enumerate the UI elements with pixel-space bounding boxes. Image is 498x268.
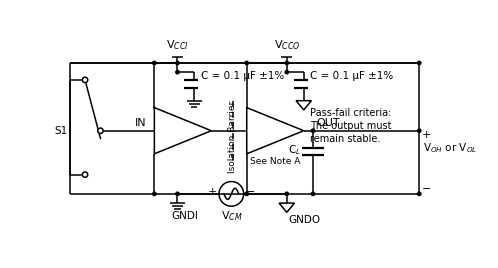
Text: C$_L$: C$_L$: [288, 143, 301, 157]
Text: Isolation Barrier: Isolation Barrier: [229, 101, 238, 173]
Text: OUT: OUT: [317, 118, 341, 128]
Text: V$_{CCI}$: V$_{CCI}$: [166, 38, 189, 52]
Text: Pass-fail criteria:
The output must
remain stable.: Pass-fail criteria: The output must rema…: [310, 108, 391, 144]
Text: V$_{OH}$ or V$_{OL}$: V$_{OH}$ or V$_{OL}$: [423, 141, 478, 155]
Circle shape: [176, 192, 179, 196]
Circle shape: [285, 70, 288, 74]
Text: IN: IN: [135, 118, 146, 128]
Circle shape: [176, 70, 179, 74]
Circle shape: [153, 61, 156, 65]
Text: GNDO: GNDO: [288, 215, 320, 225]
Circle shape: [98, 128, 103, 133]
Circle shape: [82, 77, 88, 83]
Text: GNDI: GNDI: [171, 211, 198, 221]
Text: −: −: [246, 187, 255, 197]
Text: +: +: [207, 187, 217, 197]
Circle shape: [311, 129, 315, 132]
Circle shape: [285, 192, 288, 196]
Text: C = 0.1 μF ±1%: C = 0.1 μF ±1%: [310, 71, 393, 81]
Circle shape: [285, 61, 288, 65]
Text: C = 0.1 μF ±1%: C = 0.1 μF ±1%: [201, 71, 284, 81]
Text: S1: S1: [55, 126, 68, 136]
Circle shape: [417, 61, 421, 65]
Circle shape: [245, 61, 249, 65]
Text: −: −: [421, 184, 431, 194]
Text: V$_{CM}$: V$_{CM}$: [221, 209, 242, 223]
Circle shape: [176, 61, 179, 65]
Text: +: +: [421, 130, 431, 140]
Circle shape: [417, 192, 421, 196]
Circle shape: [153, 192, 156, 196]
Text: See Note A: See Note A: [250, 157, 301, 166]
Circle shape: [245, 192, 249, 196]
Text: V$_{CCO}$: V$_{CCO}$: [273, 38, 300, 52]
Circle shape: [311, 192, 315, 196]
Circle shape: [82, 172, 88, 177]
Circle shape: [417, 129, 421, 132]
